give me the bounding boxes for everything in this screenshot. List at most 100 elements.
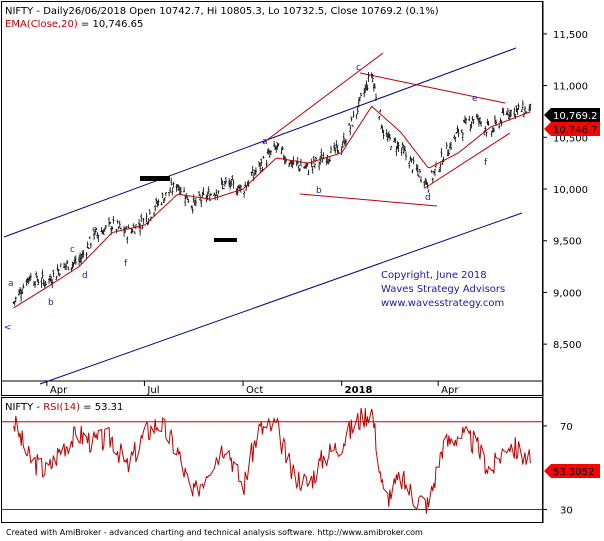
x-tick-label: Oct xyxy=(246,385,263,396)
candle xyxy=(209,192,212,196)
candle xyxy=(284,157,287,164)
candle xyxy=(109,222,112,225)
candle xyxy=(155,197,158,204)
candle xyxy=(450,141,453,151)
candle xyxy=(172,181,175,188)
candle xyxy=(319,155,322,165)
candle xyxy=(102,229,105,236)
candle xyxy=(349,125,352,136)
candle xyxy=(55,275,58,280)
candle xyxy=(423,181,426,189)
price-title: NIFTY - Daily26/06/2018 Open 10742.7, Hi… xyxy=(5,6,439,17)
candle xyxy=(21,288,24,294)
rsi-legend-value: = 53.31 xyxy=(80,402,123,413)
candle xyxy=(104,224,107,229)
candle xyxy=(269,150,272,155)
candle xyxy=(341,140,344,149)
candle xyxy=(108,217,111,227)
candle xyxy=(487,120,490,126)
candle xyxy=(378,115,381,121)
candle xyxy=(192,194,195,203)
candle xyxy=(82,249,85,258)
candle xyxy=(478,117,481,124)
candle xyxy=(457,128,460,138)
candle xyxy=(400,147,403,156)
candle xyxy=(352,110,355,118)
candle xyxy=(80,253,83,265)
candle xyxy=(66,260,69,264)
candle xyxy=(140,213,143,223)
candle xyxy=(163,197,166,202)
x-tick-label: Apr xyxy=(50,385,68,396)
candle xyxy=(153,212,156,217)
candle xyxy=(498,124,501,129)
candle xyxy=(59,263,62,268)
candle xyxy=(513,107,516,117)
candle xyxy=(58,273,61,277)
wave-label-a: a xyxy=(8,279,14,289)
rsi-y-tick-label: 70 xyxy=(560,422,573,433)
wave-label-c: c xyxy=(356,63,361,73)
candle xyxy=(103,227,106,232)
candle xyxy=(139,223,142,236)
candle xyxy=(169,186,172,193)
candle xyxy=(307,169,310,176)
candle xyxy=(506,107,509,116)
candle xyxy=(65,262,68,271)
candle xyxy=(417,174,420,178)
price-y-tick-label: 8,500 xyxy=(553,340,582,351)
candle xyxy=(112,215,115,224)
candle xyxy=(342,132,345,144)
marker-bar xyxy=(140,176,170,181)
candle xyxy=(379,109,382,113)
candle xyxy=(374,93,377,101)
candle xyxy=(52,269,55,278)
candle xyxy=(127,224,130,229)
candle xyxy=(63,262,66,268)
x-tick-label: 2018 xyxy=(345,385,373,396)
candle xyxy=(382,129,385,140)
candle xyxy=(411,169,414,174)
candle xyxy=(179,187,182,195)
copyright-line-3: www.wavesstrategy.com xyxy=(381,298,504,309)
candle xyxy=(329,145,332,154)
candle xyxy=(277,143,280,147)
candle xyxy=(510,109,513,117)
candle xyxy=(164,192,167,197)
candle xyxy=(207,186,210,194)
candle xyxy=(420,176,423,183)
candle xyxy=(88,236,91,240)
candle xyxy=(44,280,47,287)
rsi-legend-label: RSI(14) xyxy=(43,402,80,413)
candle xyxy=(168,192,171,197)
candle xyxy=(453,134,456,139)
price-y-tick-label: 10,000 xyxy=(553,185,588,196)
candle xyxy=(333,142,336,152)
candle xyxy=(157,199,160,206)
candle xyxy=(405,151,407,161)
candle xyxy=(190,205,193,209)
candle xyxy=(355,113,358,120)
wave-label-f: f xyxy=(484,158,488,168)
ema-legend: EMA(Close,20) = 10,746.65 xyxy=(5,19,143,30)
rsi-layer xyxy=(13,407,531,514)
candle xyxy=(388,134,391,141)
candle xyxy=(288,162,291,168)
candle xyxy=(29,272,32,280)
candle xyxy=(418,169,421,174)
candle xyxy=(310,158,313,168)
x-tick-label: Jul xyxy=(146,385,159,396)
candle xyxy=(244,181,247,188)
candle xyxy=(468,115,471,122)
candle xyxy=(250,171,253,176)
candle xyxy=(529,103,532,111)
close-price-tag-text: 10,769.2 xyxy=(553,111,598,122)
candle xyxy=(217,190,220,194)
candle xyxy=(184,195,187,207)
candle xyxy=(455,131,458,134)
candle xyxy=(97,234,100,243)
candle xyxy=(118,220,121,228)
footer-credit: Created with AmiBroker - advanced charti… xyxy=(6,528,423,537)
candle xyxy=(394,137,397,144)
